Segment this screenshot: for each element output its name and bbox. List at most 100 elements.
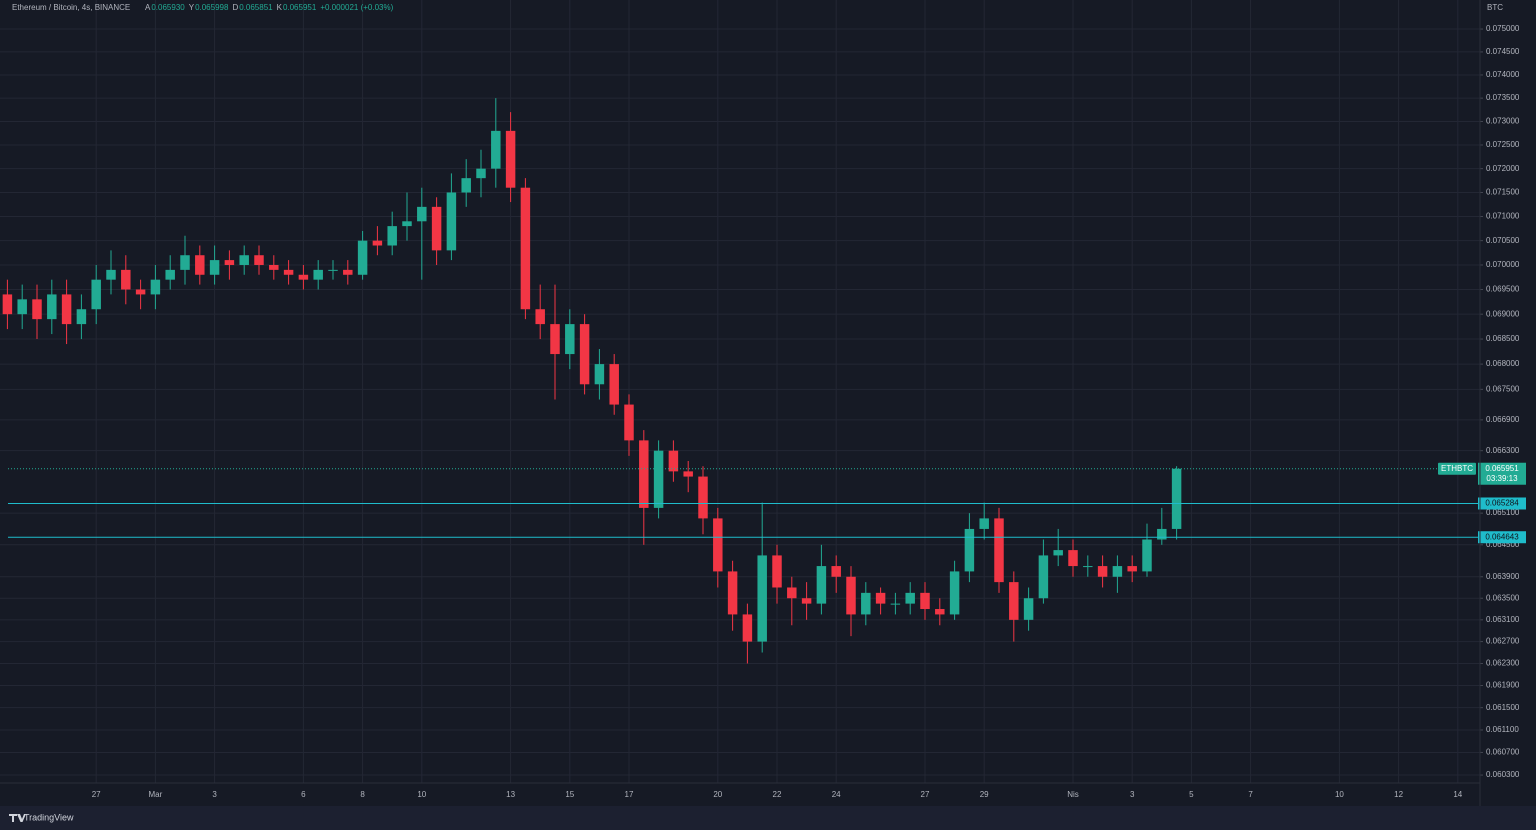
y-tick-label: 0.060300 [1486,770,1520,779]
candle-body [1171,468,1182,529]
candle-body [1038,555,1049,599]
candle-body [653,450,664,508]
y-tick-label: 0.066300 [1486,446,1520,455]
candle-body [2,294,13,315]
x-tick-label: 6 [301,790,306,799]
candle-body [683,471,693,477]
y-tick-label: 0.063900 [1486,572,1520,581]
x-tick-label: Mar [149,790,163,799]
candle-body [801,598,812,604]
level-label: 0.065284 [1485,499,1519,508]
candle-body [106,269,116,280]
level-tag [1478,531,1526,544]
x-tick-label: 29 [980,790,989,799]
y-tick-label: 0.073500 [1486,93,1520,102]
candle-body [61,294,72,325]
candle-body [535,309,545,325]
x-tick-label: 22 [773,790,782,799]
candle-body [772,555,782,588]
x-tick-label: Nis [1067,790,1079,799]
candle-body [328,269,338,271]
candle-body [372,240,383,246]
candle-body [1023,598,1034,620]
y-tick-label: 0.074000 [1486,70,1520,79]
y-tick-label: 0.063100 [1486,615,1520,624]
candle-body [195,255,205,275]
candle-body [1112,566,1123,577]
level-tag [1478,497,1526,510]
change: +0.000021 (+0.03%) [320,3,393,12]
candle-body [239,255,249,265]
y-tick-label: 0.071000 [1486,212,1520,221]
candle-body [491,130,501,169]
y-tick-label: 0.071500 [1486,188,1520,197]
y-tick-label: 0.062700 [1486,637,1520,646]
candle-body [949,571,960,615]
y-tick-label: 0.070500 [1486,236,1520,245]
y-tick-label: 0.061900 [1486,681,1520,690]
y-tick-label: 0.069000 [1486,309,1520,318]
candle-body [476,168,486,179]
header: Ethereum / Bitcoin, 4s, BINANCE A 0.06593… [12,3,394,12]
ohlc-values: A 0.065930 Y 0.065998 D 0.065851 K 0.065951 +0.0… [145,3,394,12]
ohlc-value: 0.065930 [151,3,185,12]
candle-body [727,571,738,615]
x-tick-label: 3 [1130,790,1135,799]
y-tick-label: 0.068500 [1486,334,1520,343]
candle-body [387,226,397,246]
ohlc-label: D [232,3,238,12]
candle-body [624,404,634,441]
candle-body [269,264,279,270]
candle-body [505,130,516,188]
candle-body [905,592,915,604]
candle-body [47,294,57,320]
x-tick-label: 24 [832,790,841,799]
x-tick-label: 8 [360,790,365,799]
candle-body [1097,566,1108,577]
candle-body [861,592,871,615]
price-label: 0.065951 [1485,464,1519,473]
ohlc-value: 0.065998 [195,3,229,12]
brand-name[interactable]: TradingView [24,812,74,822]
candle-body [298,274,309,280]
currency: BTC [1487,3,1503,12]
candle-body [1068,550,1078,567]
y-tick-label: 0.069500 [1486,285,1520,294]
candle-body [875,592,886,604]
x-tick-label: 27 [92,790,101,799]
candle-body [76,309,87,325]
x-tick-label: 20 [713,790,722,799]
candle-body [594,364,605,385]
countdown: 03:39:13 [1486,474,1518,483]
x-tick-label: 7 [1248,790,1253,799]
candle-body [639,440,649,508]
brand[interactable]: TradingView [9,812,74,822]
brand-logo [9,814,26,822]
candle-body [1053,550,1063,556]
candles [2,98,1182,664]
candle-body [17,299,27,315]
candle-body [742,614,753,642]
y-tick-label: 0.063500 [1486,593,1520,602]
candle-body [816,566,827,604]
candle-body [431,206,442,251]
candle-body [698,476,708,519]
candle-body [1157,528,1167,540]
candle-body [757,555,767,642]
candle-body [313,269,323,280]
candle-body [994,518,1004,583]
candle-body [713,518,723,572]
x-tick-label: 5 [1189,790,1194,799]
candle-body [91,279,101,310]
candle-body [520,187,531,310]
y-tick-label: 0.072000 [1486,164,1520,173]
candle-body [1142,539,1152,572]
candle-body [565,324,575,355]
candle-body [846,576,856,615]
x-tick-label: 3 [212,790,217,799]
candle-body [831,566,841,577]
ohlc-value: 0.065851 [239,3,273,12]
x-tick-label: 14 [1453,790,1462,799]
y-tick-label: 0.074500 [1486,47,1520,56]
